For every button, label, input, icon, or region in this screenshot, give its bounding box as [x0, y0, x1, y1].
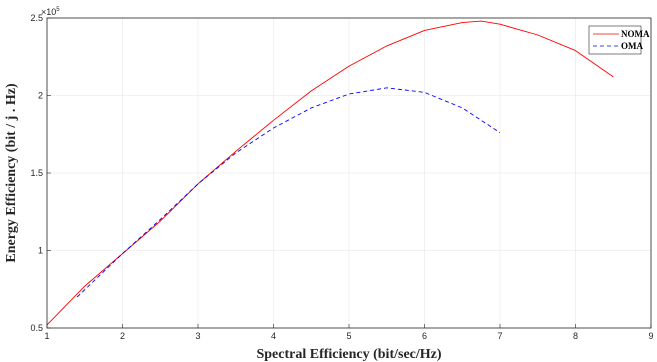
legend-label-oma: OMA	[621, 41, 643, 51]
x-tick-label: 8	[573, 331, 578, 341]
x-tick-label: 1	[44, 331, 49, 341]
legend-label-noma: NOMA	[621, 29, 650, 39]
x-tick-label: 2	[120, 331, 125, 341]
x-axis: 1 2 3 4 5 6 7 8 9	[44, 324, 654, 341]
y-tick-label: 0.5	[30, 323, 43, 333]
x-tick-label: 5	[346, 331, 351, 341]
x-tick-label: 9	[648, 331, 653, 341]
x-tick-label: 3	[195, 331, 200, 341]
y-tick-label: 2.5	[30, 13, 43, 23]
y-axis: 0.5 1 1.5 2 2.5	[30, 13, 51, 333]
legend-box	[588, 25, 642, 55]
series-line-oma	[76, 87, 501, 298]
series-group	[46, 20, 614, 326]
x-tick-label: 6	[422, 331, 427, 341]
x-axis-label: Spectral Efficiency (bit/sec/Hz)	[256, 347, 441, 362]
legend: NOMA OMA	[588, 25, 650, 55]
y-tick-label: 1	[38, 246, 43, 256]
y-axis-exponent: ×105	[41, 7, 60, 17]
y-tick-label: 2	[38, 91, 43, 101]
y-tick-label: 1.5	[30, 168, 43, 178]
series-line-noma	[46, 20, 614, 326]
y-axis-label: Energy Efficiency (bit / j . Hz)	[4, 83, 19, 263]
x-tick-label: 4	[271, 331, 276, 341]
x-tick-label: 7	[497, 331, 502, 341]
